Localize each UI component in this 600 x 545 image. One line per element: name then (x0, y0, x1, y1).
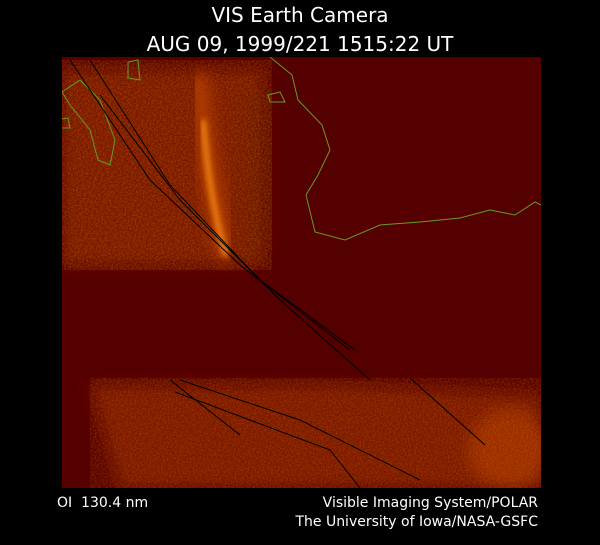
institution-label: The University of Iowa/NASA-GSFC (294, 514, 538, 530)
camera-image (62, 57, 541, 488)
filter-label: OI 130.4 nm (57, 495, 148, 511)
instrument-label: Visible Imaging System/POLAR (323, 495, 539, 511)
title: VIS Earth Camera (211, 3, 388, 27)
timestamp: AUG 09, 1999/221 1515:22 UT (147, 32, 455, 56)
